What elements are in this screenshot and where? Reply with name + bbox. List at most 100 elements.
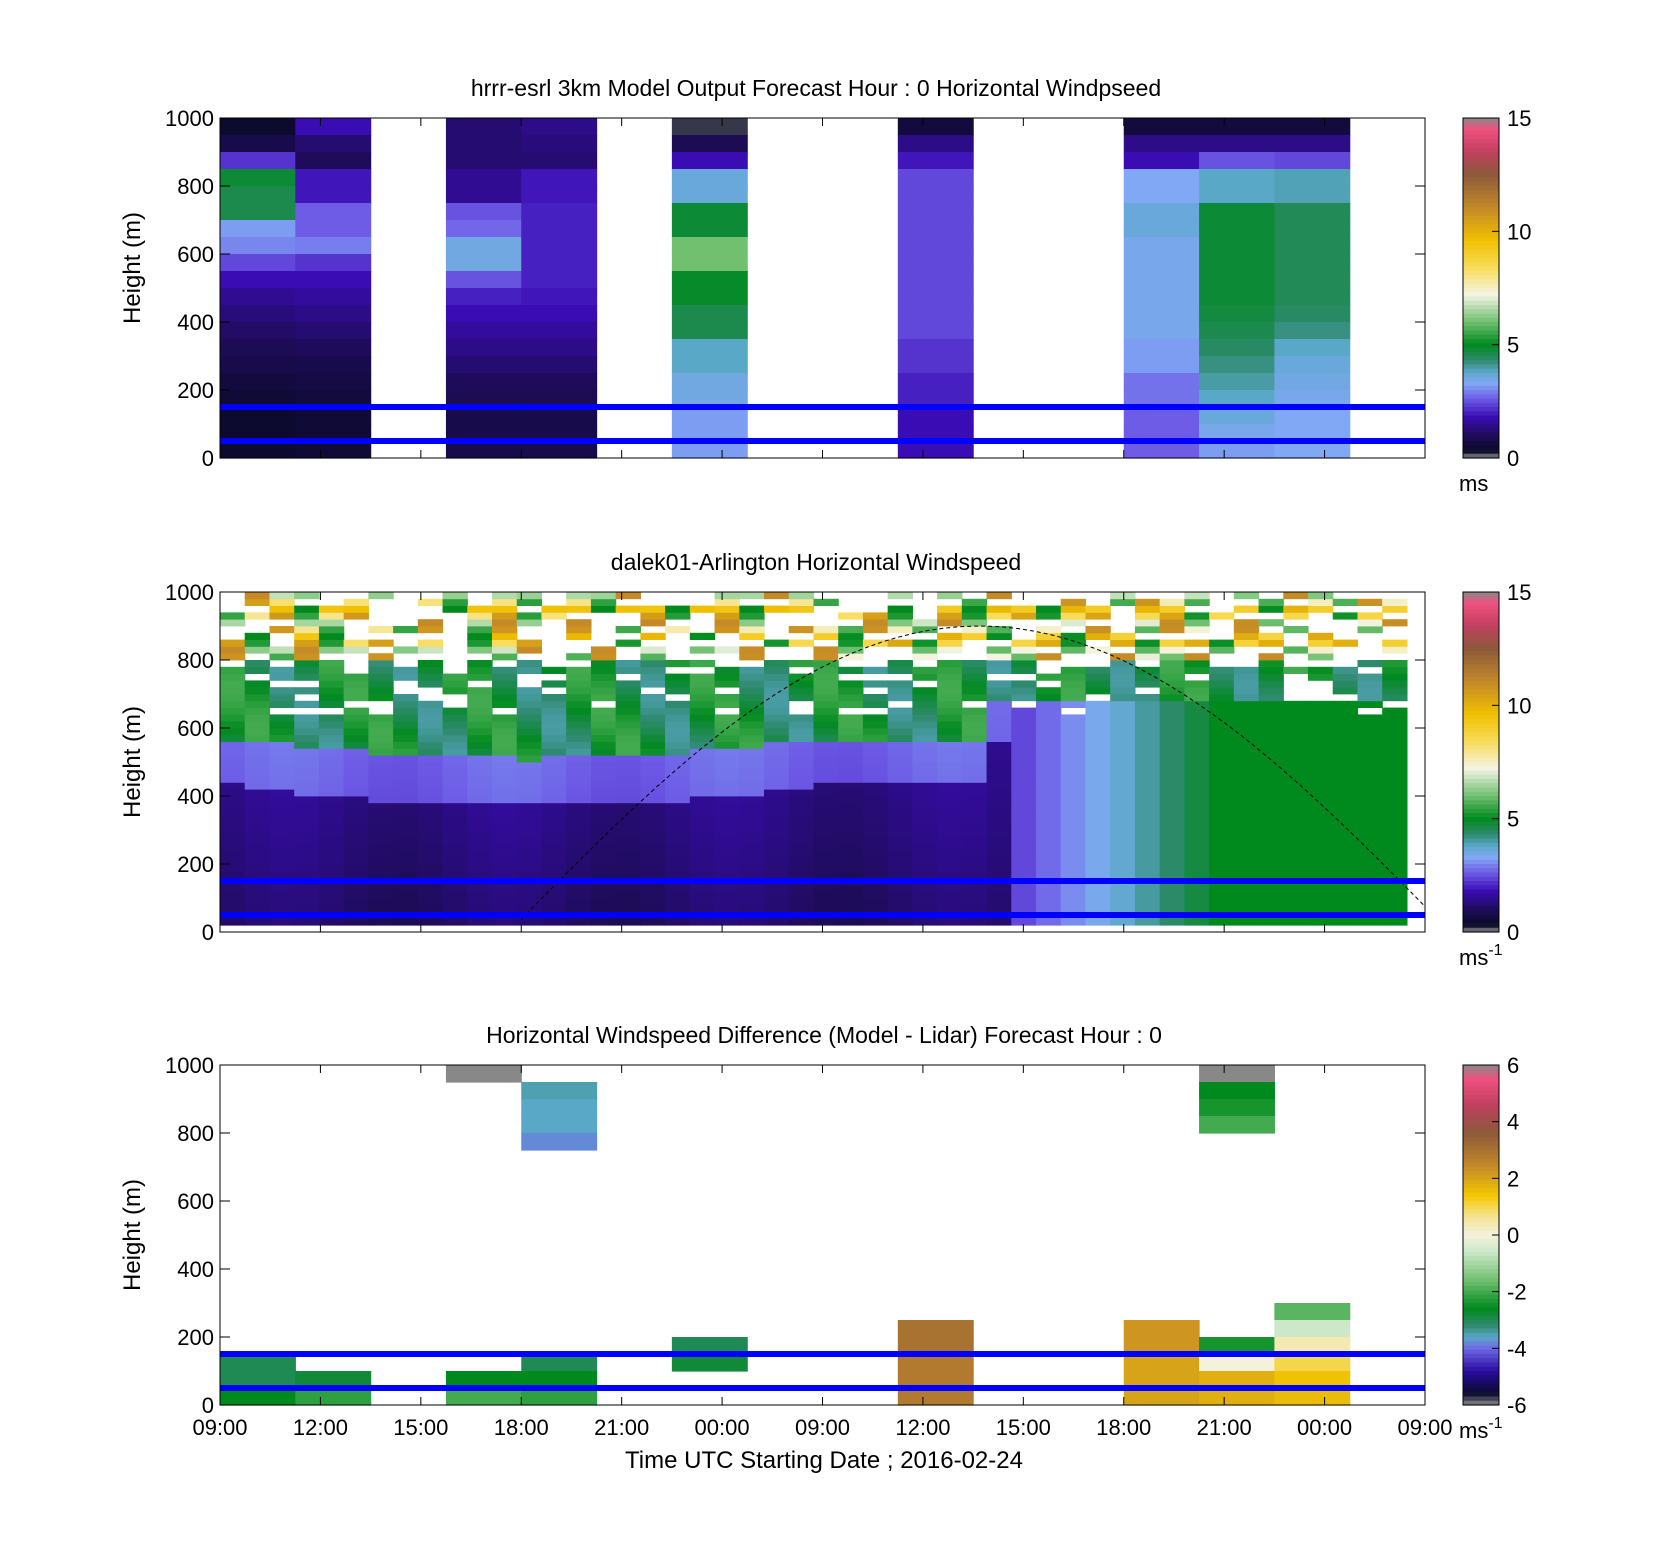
heatmap-cell [838, 823, 864, 831]
heatmap-cell [1036, 898, 1062, 906]
heatmap-cell [862, 626, 889, 634]
heatmap-cell [689, 823, 716, 831]
heatmap-cell [516, 714, 543, 722]
y-tick-label: 0 [202, 446, 214, 471]
heatmap-cell [244, 734, 271, 742]
heatmap-cell [961, 612, 988, 620]
heatmap-cell [1209, 707, 1235, 715]
heatmap-cell [566, 884, 592, 892]
heatmap-cell [912, 755, 938, 763]
heatmap-cell [492, 836, 518, 844]
heatmap-cell [640, 694, 666, 702]
heatmap-cell [220, 809, 246, 817]
y-tick-label: 600 [177, 242, 214, 267]
heatmap-cell [1382, 598, 1408, 606]
heatmap-cell [897, 1388, 974, 1406]
heatmap-cell [467, 768, 493, 776]
heatmap-cell [442, 864, 468, 872]
heatmap-cell [838, 768, 864, 776]
heatmap-cell [813, 646, 839, 654]
heatmap-cell [1011, 857, 1037, 865]
heatmap-cell [1134, 714, 1161, 722]
heatmap-cell [393, 830, 419, 838]
heatmap-cell [1184, 898, 1210, 906]
difference-panel-xlabel: Time UTC Starting Date ; 2016-02-24 [625, 1447, 1023, 1474]
heatmap-cell [1184, 741, 1210, 749]
colorbar-segment [1463, 898, 1499, 903]
heatmap-cell [318, 619, 345, 627]
heatmap-cell [862, 741, 889, 749]
heatmap-cell [1332, 707, 1359, 715]
heatmap-cell [1110, 666, 1136, 674]
heatmap-cell [343, 687, 369, 695]
heatmap-cell [521, 152, 598, 170]
colorbar-segment [1463, 711, 1499, 716]
heatmap-cell [368, 918, 394, 926]
heatmap-cell [590, 660, 617, 668]
heatmap-cell [1283, 830, 1309, 838]
heatmap-cell [665, 864, 691, 872]
heatmap-cell [1036, 673, 1062, 681]
heatmap-cell [1357, 782, 1383, 790]
heatmap-cell [1258, 707, 1284, 715]
heatmap-cell [1110, 782, 1136, 790]
heatmap-cell [590, 823, 617, 831]
heatmap-cell [566, 768, 592, 776]
heatmap-cell [417, 700, 444, 708]
heatmap-cell [838, 755, 864, 763]
heatmap-cell [1332, 639, 1359, 647]
heatmap-cell [269, 864, 295, 872]
heatmap-cell [318, 864, 345, 872]
heatmap-cell [1060, 639, 1087, 647]
heatmap-cell [1199, 271, 1275, 289]
heatmap-cell [1233, 775, 1260, 783]
heatmap-cell [788, 592, 815, 600]
heatmap-cell [590, 789, 617, 797]
heatmap-cell [1382, 605, 1408, 613]
heatmap-cell [788, 830, 815, 838]
heatmap-cell [521, 407, 598, 425]
heatmap-cell [788, 694, 815, 702]
colorbar-segment [1463, 859, 1499, 865]
heatmap-cell [671, 390, 748, 408]
heatmap-cell [1060, 721, 1087, 729]
heatmap-cell [862, 836, 889, 844]
heatmap-cell [566, 823, 592, 831]
heatmap-cell [838, 830, 864, 838]
heatmap-cell [1184, 755, 1210, 763]
heatmap-cell [887, 660, 913, 668]
heatmap-cell [1274, 288, 1351, 306]
heatmap-cell [788, 850, 815, 858]
heatmap-cell [442, 891, 468, 899]
heatmap-cell [220, 748, 246, 756]
difference-panel: Horizontal Windspeed Difference (Model -… [119, 1022, 1527, 1474]
heatmap-cell [590, 850, 617, 858]
heatmap-cell [516, 687, 543, 695]
heatmap-cell [739, 748, 765, 756]
heatmap-cell [788, 598, 815, 606]
heatmap-cell [640, 850, 666, 858]
y-tick-label: 600 [177, 1189, 214, 1214]
heatmap-cell [492, 734, 518, 742]
heatmap-cell [220, 356, 296, 374]
heatmap-cell [714, 619, 740, 627]
heatmap-cell [1159, 728, 1185, 736]
heatmap-cell [244, 768, 271, 776]
heatmap-cell [492, 714, 518, 722]
heatmap-cell [1134, 891, 1161, 899]
heatmap-cell [368, 904, 394, 912]
heatmap-cell [1060, 748, 1087, 756]
model-windspeed-panel: hrrr-esrl 3km Model Output Forecast Hour… [119, 75, 1531, 496]
heatmap-cell [1011, 864, 1037, 872]
heatmap-cell [269, 870, 295, 878]
heatmap-cell [897, 339, 974, 357]
heatmap-cell [1060, 809, 1087, 817]
heatmap-cell [788, 639, 815, 647]
heatmap-cell [1060, 891, 1087, 899]
heatmap-cell [318, 870, 345, 878]
heatmap-cell [714, 680, 740, 688]
heatmap-cell [269, 768, 295, 776]
heatmap-cell [566, 694, 592, 702]
heatmap-cell [813, 870, 839, 878]
heatmap-cell [764, 680, 790, 688]
